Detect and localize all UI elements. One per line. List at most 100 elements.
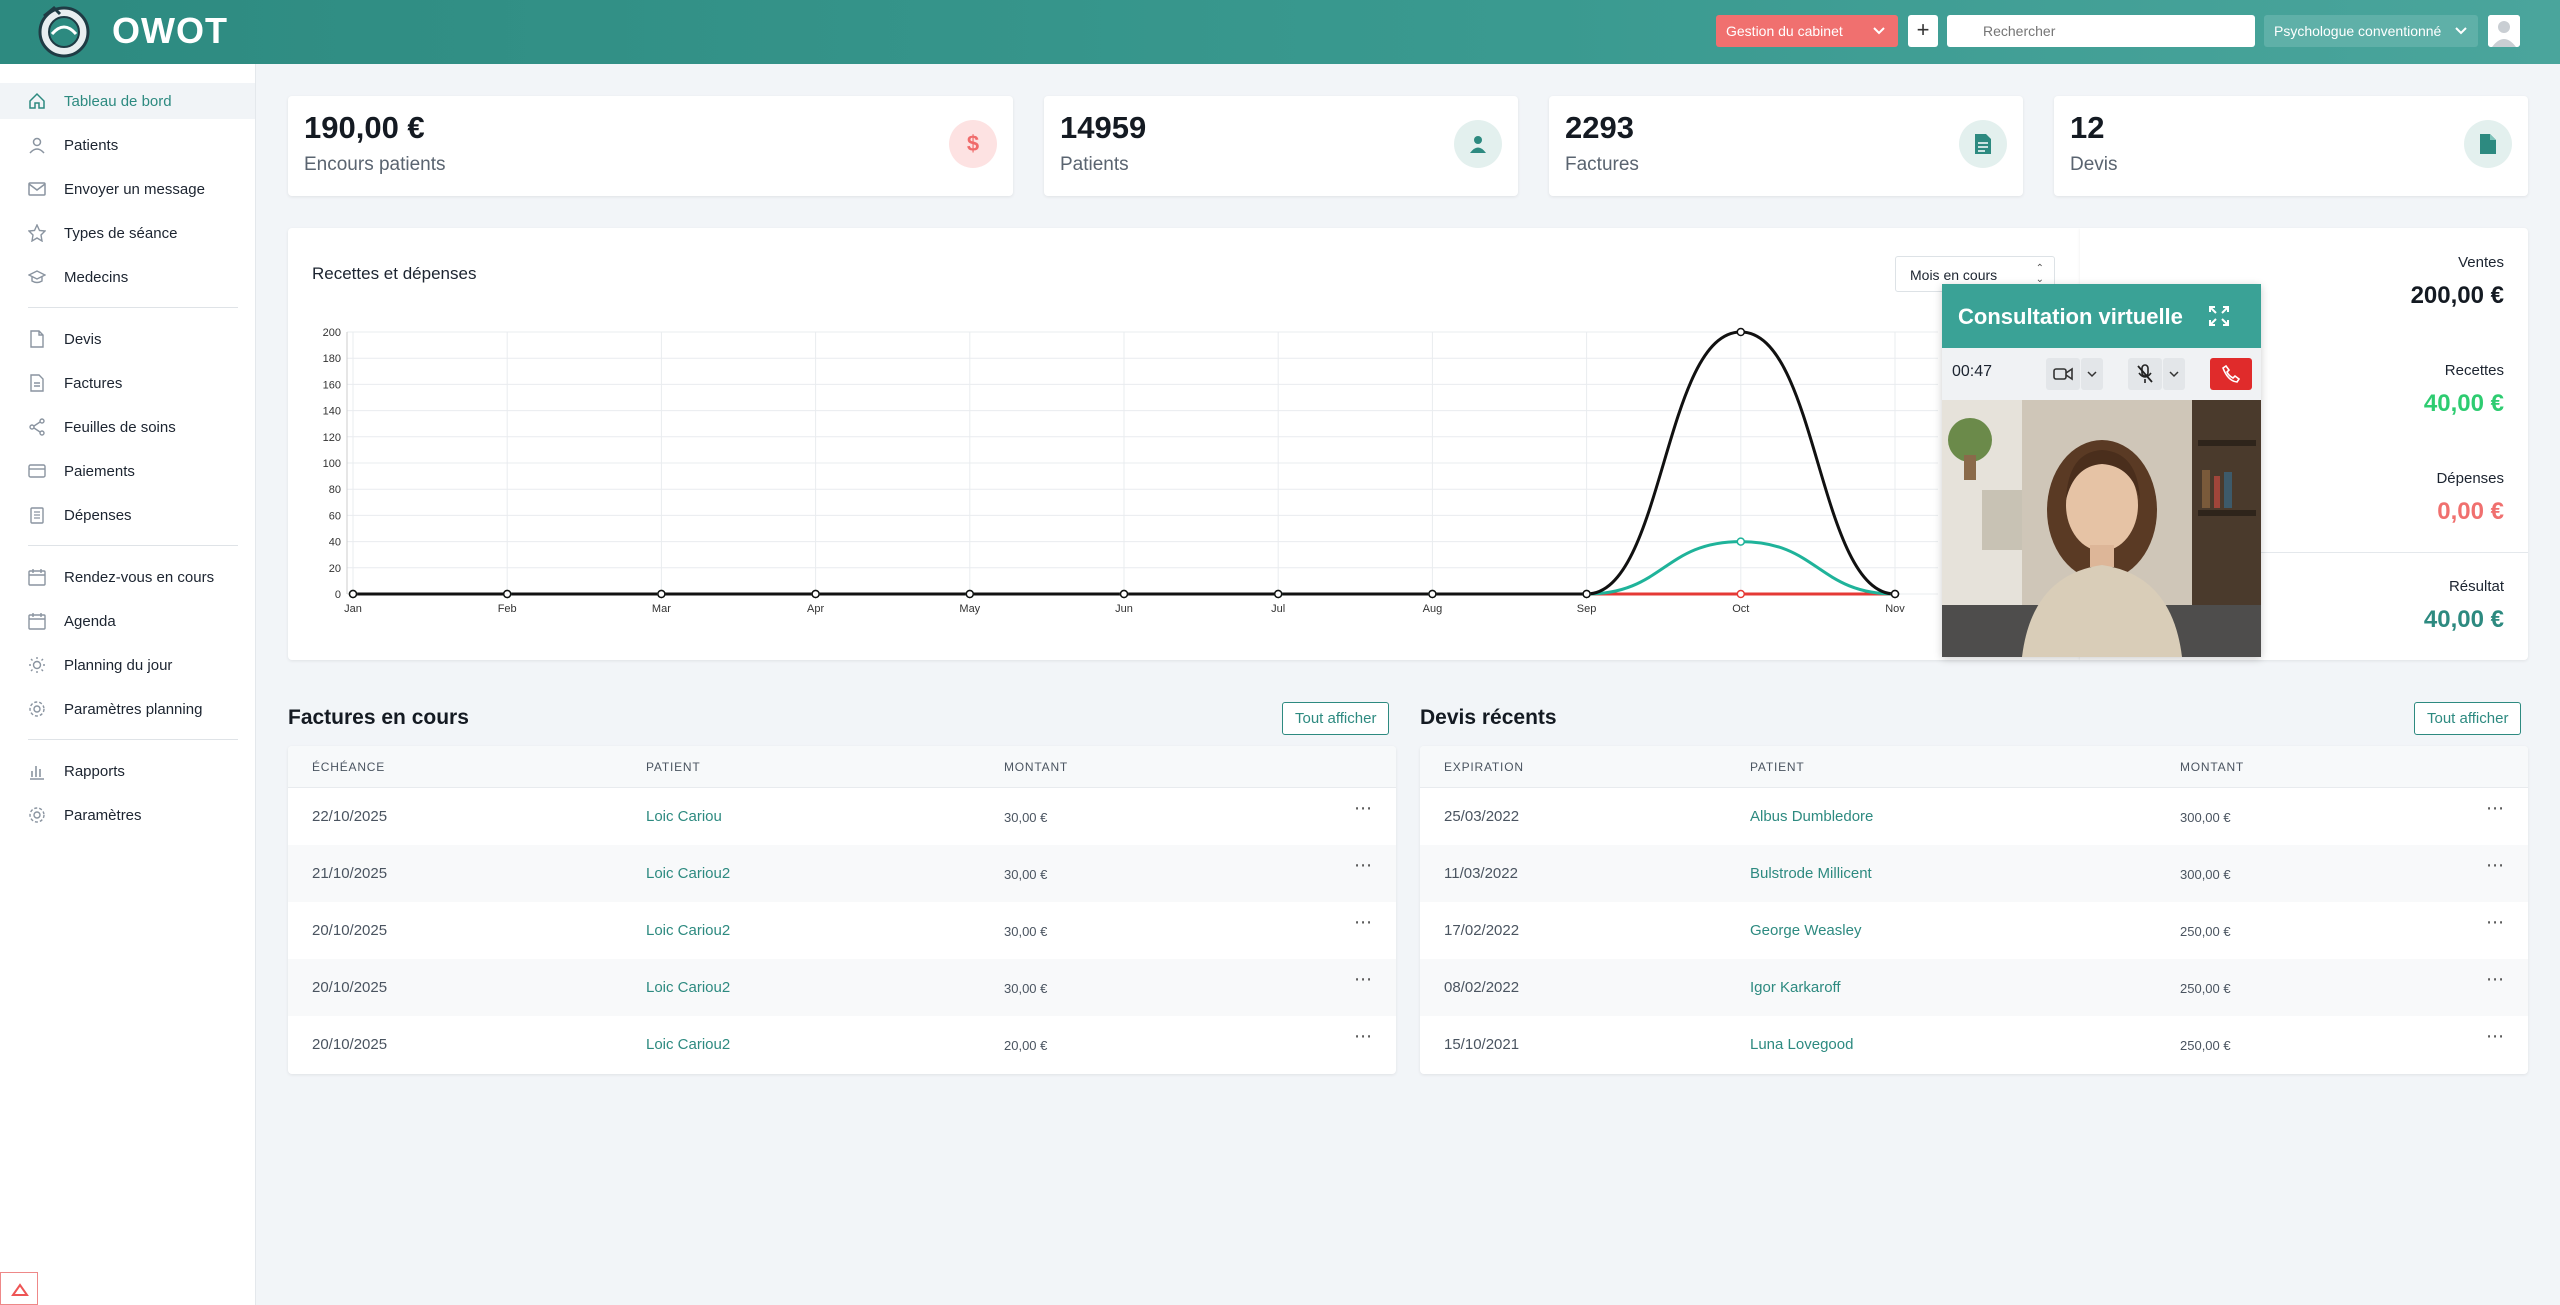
table-row[interactable]: 21/10/2025 Loic Cariou2 30,00 € ⋯ <box>288 845 1396 902</box>
x-tick-label: Jan <box>344 603 362 615</box>
sidebar-item-label: Planning du jour <box>64 656 173 674</box>
camera-button[interactable] <box>2046 358 2080 390</box>
role-select[interactable]: Psychologue conventionné <box>2264 15 2478 47</box>
mic-off-icon <box>2137 364 2153 383</box>
row-actions-menu-icon[interactable]: ⋯ <box>2486 1026 2505 1046</box>
stat-card-factures[interactable]: 2293 Factures <box>1549 96 2023 196</box>
column-header[interactable]: ÉCHÉANCE <box>312 760 386 774</box>
table-row[interactable]: 20/10/2025 Loic Cariou2 20,00 € ⋯ <box>288 1016 1396 1073</box>
y-tick-label: 0 <box>335 589 341 601</box>
row-patient-link[interactable]: Loic Cariou2 <box>646 979 731 996</box>
stat-value: 190,00 € <box>304 110 425 145</box>
row-patient-link[interactable]: Loic Cariou2 <box>646 1036 731 1053</box>
column-header[interactable]: PATIENT <box>1750 760 1805 774</box>
period-select[interactable]: Mois en cours ⌃ ⌄ <box>1895 256 2055 292</box>
table-row[interactable]: 11/03/2022 Bulstrode Millicent 300,00 € ⋯ <box>1420 845 2528 902</box>
depenses-label: Dépenses <box>2436 470 2504 487</box>
camera-options-button[interactable] <box>2081 358 2103 390</box>
stat-card-patients[interactable]: 14959 Patients <box>1044 96 1518 196</box>
chevron-down-icon <box>2455 27 2467 35</box>
hang-up-button[interactable] <box>2210 358 2252 390</box>
y-tick-label: 120 <box>323 432 341 444</box>
factures-show-all-button[interactable]: Tout afficher <box>1282 702 1390 735</box>
table-row[interactable]: 20/10/2025 Loic Cariou2 30,00 € ⋯ <box>288 902 1396 959</box>
row-actions-menu-icon[interactable]: ⋯ <box>1354 912 1373 932</box>
data-point <box>1736 589 1746 599</box>
calendar-icon <box>28 568 46 586</box>
table-row[interactable]: 22/10/2025 Loic Cariou 30,00 € ⋯ <box>288 788 1396 845</box>
calendar-icon <box>28 612 46 630</box>
row-date: 20/10/2025 <box>312 922 388 939</box>
row-actions-menu-icon[interactable]: ⋯ <box>2486 855 2505 875</box>
row-actions-menu-icon[interactable]: ⋯ <box>2486 798 2505 818</box>
table-row[interactable]: 15/10/2021 Luna Lovegood 250,00 € ⋯ <box>1420 1016 2528 1073</box>
sidebar-item-d-penses[interactable]: Dépenses <box>0 497 255 533</box>
row-patient-link[interactable]: Albus Dumbledore <box>1750 808 1874 825</box>
sidebar-item-factures[interactable]: Factures <box>0 365 255 401</box>
row-patient-link[interactable]: Luna Lovegood <box>1750 1036 1854 1053</box>
data-point <box>1428 589 1437 599</box>
row-date: 08/02/2022 <box>1444 979 1520 996</box>
sidebar-item-feuilles-de-soins[interactable]: Feuilles de soins <box>0 409 255 445</box>
sidebar-item-patients[interactable]: Patients <box>0 127 255 163</box>
chevron-down-icon <box>1873 27 1885 35</box>
video-call-header[interactable]: Consultation virtuelle <box>1942 284 2261 348</box>
table-row[interactable]: 20/10/2025 Loic Cariou2 30,00 € ⋯ <box>288 959 1396 1016</box>
sidebar-item-envoyer-un-message[interactable]: Envoyer un message <box>0 171 255 207</box>
summary-card: Ventes 200,00 € Recettes 40,00 € Dépense… <box>2080 228 2528 660</box>
row-actions-menu-icon[interactable]: ⋯ <box>2486 969 2505 989</box>
sidebar-item-planning-du-jour[interactable]: Planning du jour <box>0 647 255 683</box>
data-point <box>811 589 820 599</box>
sidebar-item-label: Paramètres planning <box>64 700 203 718</box>
avatar-placeholder-icon <box>2488 15 2520 47</box>
sidebar-item-param-tres[interactable]: Paramètres <box>0 797 255 833</box>
mic-options-button[interactable] <box>2163 358 2185 390</box>
row-actions-menu-icon[interactable]: ⋯ <box>1354 855 1373 875</box>
cabinet-select[interactable]: Gestion du cabinet <box>1716 15 1898 47</box>
row-patient-link[interactable]: Loic Cariou2 <box>646 922 731 939</box>
row-actions-menu-icon[interactable]: ⋯ <box>2486 912 2505 932</box>
table-row[interactable]: 17/02/2022 George Weasley 250,00 € ⋯ <box>1420 902 2528 959</box>
sidebar-item-devis[interactable]: Devis <box>0 321 255 357</box>
table-row[interactable]: 25/03/2022 Albus Dumbledore 300,00 € ⋯ <box>1420 788 2528 845</box>
sidebar: Tableau de bord Patients Envoyer un messag… <box>0 64 256 1305</box>
row-patient-link[interactable]: Loic Cariou <box>646 808 722 825</box>
column-header[interactable]: MONTANT <box>1004 760 1069 774</box>
row-patient-link[interactable]: Loic Cariou2 <box>646 865 731 882</box>
row-actions-menu-icon[interactable]: ⋯ <box>1354 969 1373 989</box>
row-actions-menu-icon[interactable]: ⋯ <box>1354 798 1373 818</box>
row-actions-menu-icon[interactable]: ⋯ <box>1354 1026 1373 1046</box>
add-button[interactable]: + <box>1908 15 1938 47</box>
stat-value: 14959 <box>1060 110 1147 145</box>
stat-card-devis[interactable]: 12 Devis <box>2054 96 2528 196</box>
column-header[interactable]: EXPIRATION <box>1444 760 1524 774</box>
revenue-expense-chart: 0 20 40 60 80 100 120 140 160 180 200 Jan Feb Mar Apr M… <box>323 327 1938 615</box>
stat-card-encours[interactable]: 190,00 € Encours patients $ <box>288 96 1013 196</box>
debug-badge[interactable] <box>0 1272 38 1305</box>
sidebar-item-param-tres-planning[interactable]: Paramètres planning <box>0 691 255 727</box>
owot-logo[interactable] <box>34 4 94 60</box>
sidebar-item-tableau-de-bord[interactable]: Tableau de bord <box>0 83 255 119</box>
search-input[interactable] <box>1947 15 2255 47</box>
sidebar-item-agenda[interactable]: Agenda <box>0 603 255 639</box>
video-camera-icon <box>2053 367 2073 381</box>
sidebar-item-types-de-s-ance[interactable]: Types de séance <box>0 215 255 251</box>
factures-table: ÉCHÉANCE PATIENT MONTANT 22/10/2025 Loic … <box>288 746 1396 1074</box>
fullscreen-icon[interactable] <box>2207 304 2231 328</box>
row-patient-link[interactable]: George Weasley <box>1750 922 1862 939</box>
x-tick-label: Aug <box>1423 603 1443 615</box>
devis-show-all-button[interactable]: Tout afficher <box>2414 702 2522 735</box>
mute-button[interactable] <box>2128 358 2162 390</box>
row-patient-link[interactable]: Igor Karkaroff <box>1750 979 1841 996</box>
video-call-window[interactable]: Consultation virtuelle 00:47 <box>1942 284 2261 657</box>
table-row[interactable]: 08/02/2022 Igor Karkaroff 250,00 € ⋯ <box>1420 959 2528 1016</box>
column-header[interactable]: MONTANT <box>2180 760 2245 774</box>
sidebar-item-rendez-vous-en-cours[interactable]: Rendez-vous en cours <box>0 559 255 595</box>
user-avatar[interactable] <box>2488 15 2520 47</box>
column-header[interactable]: PATIENT <box>646 760 701 774</box>
sidebar-item-paiements[interactable]: Paiements <box>0 453 255 489</box>
y-tick-label: 40 <box>329 537 341 549</box>
sidebar-item-rapports[interactable]: Rapports <box>0 753 255 789</box>
sidebar-item-medecins[interactable]: Medecins <box>0 259 255 295</box>
row-patient-link[interactable]: Bulstrode Millicent <box>1750 865 1872 882</box>
